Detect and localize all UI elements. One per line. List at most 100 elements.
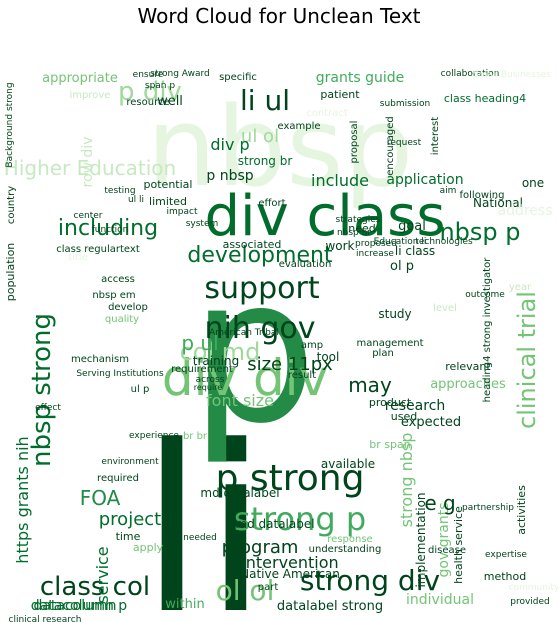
word-tool: tool (317, 350, 340, 364)
word-appropriate: appropriate (42, 71, 118, 86)
word-intervention: intervention (241, 553, 338, 572)
word-experience: experience (129, 431, 179, 441)
word-need: need (348, 222, 376, 235)
word-goal: goal (398, 219, 426, 234)
word-strong-nbsp: strong nbsp (397, 433, 416, 528)
word-evaluation: evaluation (279, 259, 332, 270)
word-activities: activities (515, 485, 528, 535)
word-gov-grants: gov grants (436, 502, 452, 577)
word-associated: associated (223, 238, 282, 251)
word-nbsp-br: nbsp br (337, 228, 371, 238)
word-level: level (433, 303, 457, 314)
word-response: response (327, 534, 372, 545)
word-request: request (387, 138, 422, 148)
word-nbsp: nbsp (147, 83, 414, 211)
word-nbsp-strong: nbsp strong (27, 313, 57, 467)
word-class-regulartext: class regulartext (56, 244, 140, 255)
word-management: management (357, 338, 424, 349)
word-span-p: span p (145, 81, 175, 91)
word-font-size: font size (206, 391, 274, 410)
word-approaches: approaches (430, 377, 506, 392)
word-technologies: technologies (415, 237, 473, 247)
word-access: access (101, 274, 135, 285)
word-include: include (311, 171, 369, 190)
word-address: address (497, 203, 552, 219)
word-p-div: p div (118, 77, 182, 107)
word-p-nbsp: p nbsp (206, 168, 253, 184)
word-nih-gov: nih gov (204, 311, 315, 346)
word-expertise: expertise (485, 550, 527, 560)
word-p: p (190, 235, 317, 468)
word-heading4-strong-investigator: heading4 strong investigator (482, 257, 493, 403)
word-col-md: col md (180, 338, 261, 366)
word-encouraged: encouraged (385, 116, 396, 176)
word-contract: contract (306, 108, 348, 119)
word-product: product (369, 396, 412, 409)
word-expected: expected (401, 415, 461, 430)
word-https-grants-nih: https grants nih (13, 436, 32, 563)
word-within: within (165, 597, 204, 612)
word-higher-education: Higher Education (4, 156, 176, 180)
word-mechanism: mechanism (71, 354, 129, 365)
word-implementation: implementation (414, 492, 428, 587)
word-grants-guide: grants guide (316, 70, 404, 86)
word-required: required (97, 473, 139, 484)
word-example: example (277, 121, 320, 132)
word-used: used (391, 410, 417, 423)
word-project: project (99, 509, 161, 530)
word-div-p: div p (210, 135, 249, 154)
word-strategies: strategies (336, 215, 381, 225)
word-class-col: class col (40, 572, 150, 602)
word-develop: develop (108, 302, 148, 313)
word-population: population (4, 243, 17, 302)
word-function: function (92, 225, 129, 235)
word-clinical-research: clinical research (9, 615, 82, 622)
word-patient: patient (320, 88, 360, 101)
word-effect: effect (35, 403, 61, 413)
word-health-service: health service (452, 506, 465, 584)
word-application: application (386, 172, 463, 188)
word-submission: submission (380, 99, 430, 109)
word-quality: quality (105, 314, 139, 325)
word-partnership: partnership (462, 503, 514, 513)
word-native-american: Native American (240, 567, 340, 581)
word-ul-ol: ul ol (241, 126, 279, 147)
word-strong-p: strong p (234, 500, 366, 538)
word-across: across (196, 375, 225, 385)
word-plan: plan (372, 348, 394, 359)
word-strong-award: strong Award (150, 69, 209, 79)
word-ul-li: ul li (128, 195, 144, 205)
word-apply: apply (133, 541, 164, 554)
word-aim: aim (440, 186, 457, 196)
word-requirement: requirement (171, 364, 233, 375)
word-following: following (460, 190, 505, 201)
word-specific: specific (219, 72, 257, 83)
word-p-strong: p strong (216, 458, 365, 499)
word-datacolumn-p: datacolumn p (31, 598, 128, 614)
word-datacolumn: datacolumn (33, 598, 116, 614)
word-datalabel-strong: datalabel strong (277, 599, 383, 614)
word-ul-p: ul p (131, 384, 150, 395)
word-outcome: outcome (465, 290, 505, 300)
word-system: system (186, 219, 219, 229)
word-program: program (222, 537, 299, 558)
word-resource: resource (126, 97, 169, 108)
word-div-class: div class (204, 184, 445, 249)
word-study: study (378, 307, 411, 321)
word-limited: limited (149, 195, 187, 208)
word-interest: interest (430, 117, 441, 155)
word-including: including (58, 216, 158, 241)
word-strong-div: strong div (300, 564, 440, 597)
word-br-br: br br (183, 431, 208, 442)
word-needed: needed (183, 533, 217, 543)
word-ol-ol: ol ol (216, 574, 275, 607)
word-title: title (68, 252, 88, 263)
word-li-class: li class (395, 244, 435, 258)
word-clinical-trial: clinical trial (513, 291, 541, 429)
word-may: may (348, 373, 392, 397)
word-part: part (258, 582, 279, 593)
word-well: well (157, 94, 183, 109)
word-understanding: understanding (309, 544, 382, 555)
word-research: research (385, 398, 446, 414)
